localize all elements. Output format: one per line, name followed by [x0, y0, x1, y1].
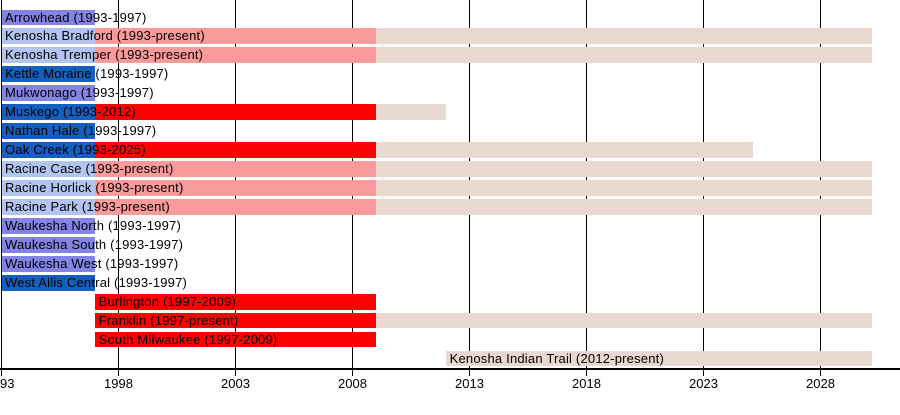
bar-segment — [95, 331, 376, 348]
bar-segment — [95, 199, 376, 215]
bar-segment — [1, 255, 96, 272]
row-label: Waukesha North (1993-1997) — [5, 217, 181, 233]
gridline-1993 — [0, 0, 2, 368]
axis-tick — [0, 369, 2, 376]
axis-tick-label: 2018 — [572, 376, 601, 391]
bar-segment — [95, 142, 376, 158]
axis-tick-label: 93 — [0, 376, 15, 391]
row-label: Franklin (1997-present) — [98, 312, 239, 328]
row-label: Burlington (1997-2009) — [98, 293, 236, 309]
row-label: Waukesha West (1993-1997) — [5, 255, 179, 271]
axis-tick-label: 2003 — [221, 376, 250, 391]
bar-segment — [375, 312, 872, 329]
bar-segment — [95, 161, 376, 177]
row-label: South Milwaukee (1997-2009) — [98, 331, 278, 347]
row-label: Nathan Hale (1993-1997) — [5, 123, 157, 139]
axis-tick — [351, 369, 353, 376]
row-label: Racine Park (1993-present) — [5, 199, 170, 214]
bar-segment — [1, 66, 96, 83]
bar-segment — [95, 28, 376, 45]
bar-segment — [95, 293, 376, 310]
x-axis-line — [0, 368, 900, 370]
bar-segment — [1, 28, 96, 45]
row-label: Kenosha Bradford (1993-present) — [5, 28, 205, 44]
axis-tick-label: 2008 — [338, 376, 367, 391]
axis-tick — [702, 369, 704, 376]
axis-tick — [117, 369, 119, 376]
bar-segment — [95, 312, 376, 329]
row-label: Racine Case (1993-present) — [5, 161, 174, 177]
row-label: West Allis Central (1993-1997) — [5, 274, 188, 290]
axis-tick-label: 2028 — [806, 376, 835, 391]
bar-segment — [1, 142, 96, 158]
bar-segment — [375, 142, 753, 158]
bar-segment — [375, 104, 447, 121]
bar-segment — [1, 217, 96, 234]
axis-tick — [819, 369, 821, 376]
bar-segment — [1, 236, 96, 253]
axis-tick — [585, 369, 587, 376]
row-label: Waukesha South (1993-1997) — [5, 236, 184, 252]
bar-segment — [1, 104, 96, 121]
bar-segment — [95, 104, 376, 121]
bar-segment — [375, 180, 872, 196]
axis-tick-label: 2013 — [455, 376, 484, 391]
bar-segment — [1, 180, 96, 196]
bar-segment — [446, 350, 872, 367]
axis-tick — [468, 369, 470, 376]
row-label: Arrowhead (1993-1997) — [5, 9, 147, 25]
row-label: Mukwonago (1993-1997) — [5, 85, 154, 101]
axis-tick-label: 2023 — [689, 376, 718, 391]
axis-tick-label: 1998 — [104, 376, 133, 391]
row-label: Kettle Moraine (1993-1997) — [5, 66, 169, 82]
row-label: Racine Horlick (1993-present) — [5, 180, 184, 196]
bar-segment — [1, 47, 96, 64]
row-label: Muskego (1993-2012) — [5, 104, 136, 120]
bar-segment — [95, 47, 376, 64]
row-label: Kenosha Tremper (1993-present) — [5, 47, 204, 63]
row-label: Kenosha Indian Trail (2012-present) — [449, 350, 664, 366]
bar-segment — [1, 161, 96, 177]
bar-segment — [1, 85, 96, 102]
bar-segment — [375, 47, 872, 64]
bar-segment — [1, 199, 96, 215]
axis-tick — [234, 369, 236, 376]
bar-segment — [1, 123, 96, 139]
row-label: Oak Creek (1993-2025) — [5, 142, 146, 158]
bar-segment — [375, 199, 872, 215]
bar-segment — [95, 180, 376, 196]
bar-segment — [375, 161, 872, 177]
bar-segment — [1, 9, 96, 26]
bar-segment — [1, 274, 96, 291]
bar-segment — [375, 28, 872, 45]
